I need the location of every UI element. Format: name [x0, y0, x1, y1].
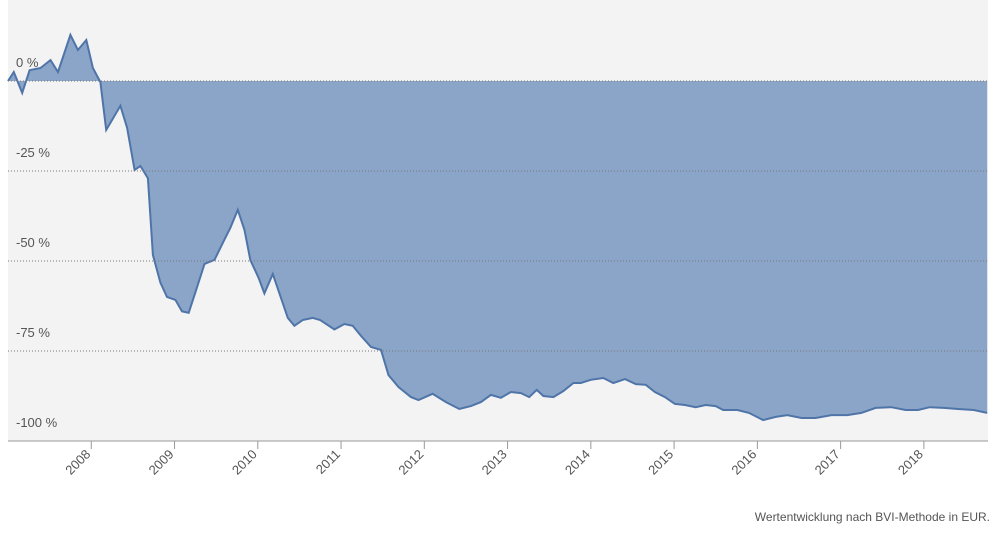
- area: [8, 34, 988, 421]
- x-tick-label: 2014: [562, 447, 593, 478]
- y-tick-label: -75 %: [16, 325, 50, 340]
- x-tick-label: 2017: [812, 447, 843, 478]
- x-tick-label: 2018: [895, 447, 926, 478]
- line: [7, 32, 988, 422]
- x-tick-label: 2016: [728, 447, 759, 478]
- y-tick-label: -25 %: [16, 145, 50, 160]
- y-tick-label: 0 %: [16, 55, 39, 70]
- y-tick-label: -50 %: [16, 235, 50, 250]
- footnote: Wertentwicklung nach BVI-Methode in EUR.: [755, 510, 990, 524]
- y-tick-label: -100 %: [16, 415, 58, 430]
- x-tick-label: 2013: [479, 447, 510, 478]
- x-tick-label: 2011: [313, 447, 343, 477]
- x-tick-label: 2008: [62, 447, 93, 478]
- x-tick-label: 2010: [229, 447, 260, 478]
- x-tick-label: 2012: [395, 447, 426, 478]
- x-tick-label: 2015: [645, 447, 676, 478]
- x-tick-label: 2009: [146, 447, 177, 478]
